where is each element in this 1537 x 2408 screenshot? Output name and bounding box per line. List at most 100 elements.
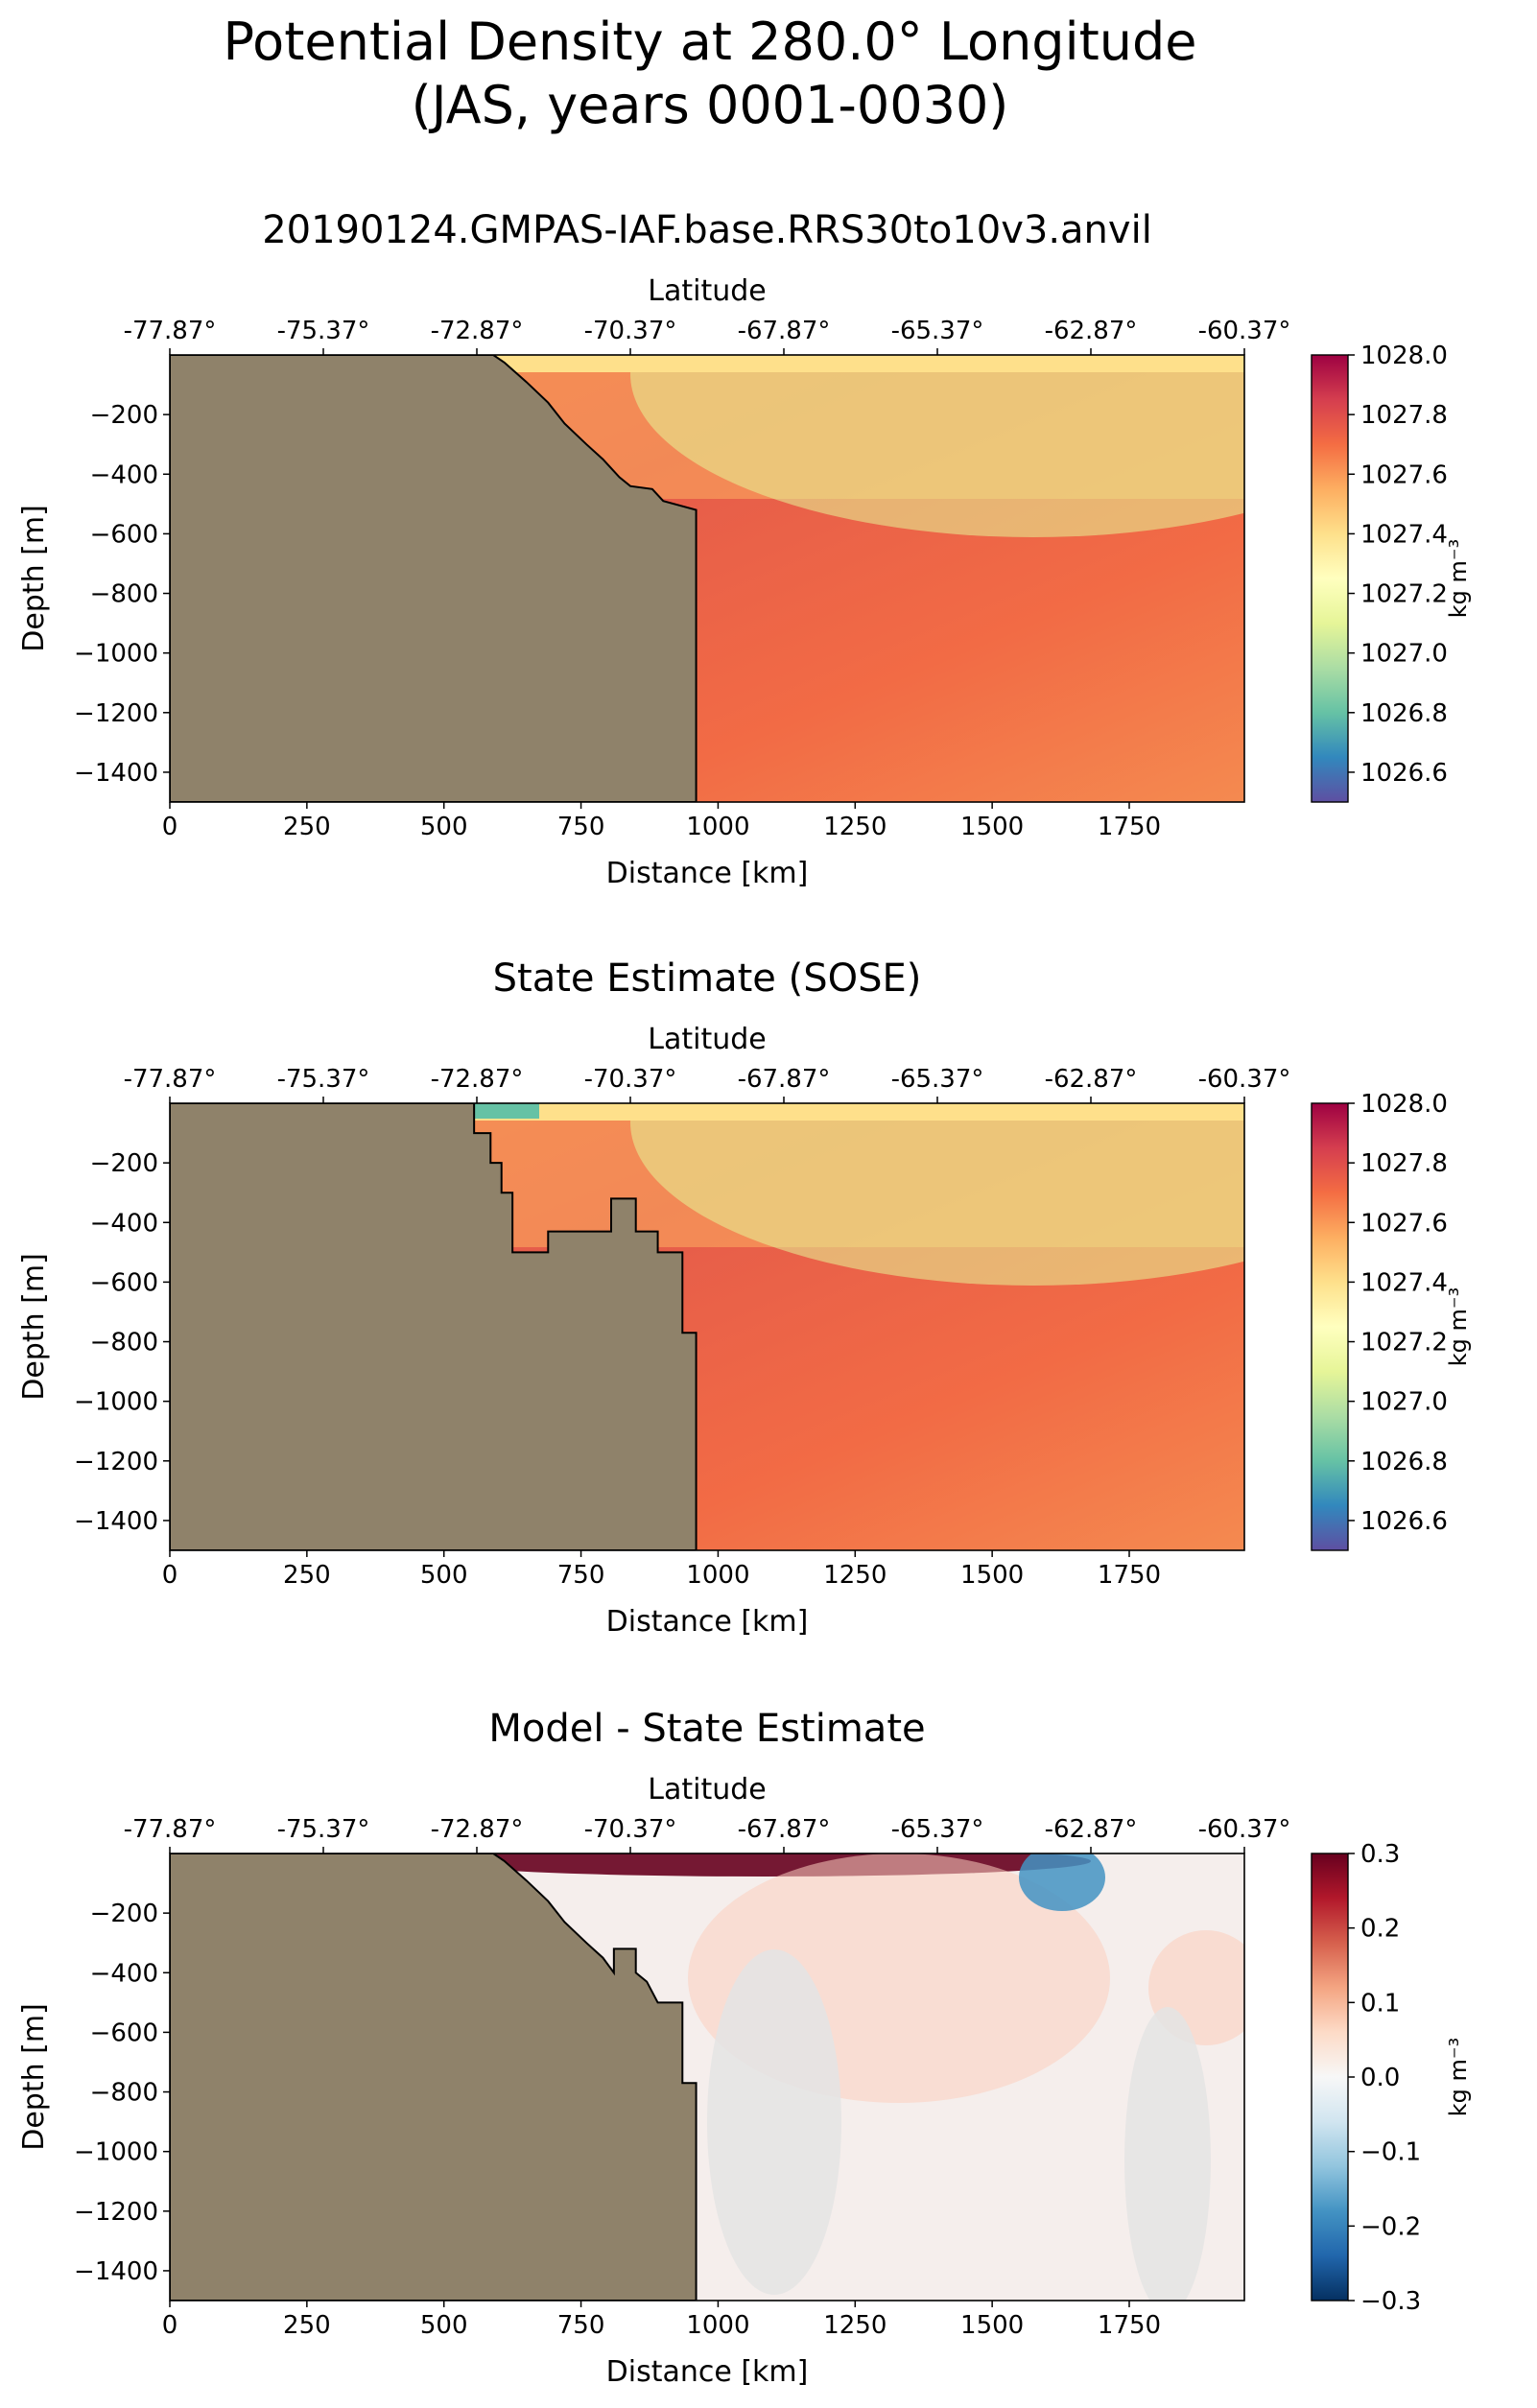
land-mask xyxy=(170,355,698,802)
colorbar-tick-label: 0.2 xyxy=(1360,1915,1400,1944)
density-fresh-surface xyxy=(472,1103,539,1119)
colorbar-tick-label: 1027.4 xyxy=(1360,520,1448,549)
y-tick-label: −1200 xyxy=(74,699,158,728)
y-tick-label: −400 xyxy=(90,1209,158,1238)
top-tick-label: -62.87° xyxy=(1045,317,1138,345)
y-tick-label: −1200 xyxy=(74,1448,158,1476)
colorbar-tick-label: 1027.8 xyxy=(1360,1149,1448,1178)
x-tick-label: 750 xyxy=(557,1561,605,1590)
colorbar-tick-label: 1027.2 xyxy=(1360,580,1448,609)
y-tick-label: −200 xyxy=(90,1149,158,1178)
y-tick-label: −600 xyxy=(90,2018,158,2047)
top-tick-label: -67.87° xyxy=(738,1065,831,1094)
diff-neutral-column-1 xyxy=(707,1949,841,2295)
y-tick-label: −1000 xyxy=(74,1388,158,1417)
colorbar-tick-label: −0.2 xyxy=(1360,2212,1421,2241)
y-axis-label: Depth [m] xyxy=(17,1253,51,1401)
x-tick-label: 1750 xyxy=(1098,2311,1161,2340)
colorbar-tick-label: 1027.0 xyxy=(1360,640,1448,669)
colorbar xyxy=(1311,1102,1349,1551)
y-tick-label: −600 xyxy=(90,1268,158,1297)
colorbar-label: kg m⁻³ xyxy=(1445,2038,1472,2116)
colorbar-tick-label: −0.1 xyxy=(1360,2138,1421,2167)
data-field xyxy=(170,1853,1244,2301)
x-tick-label: 500 xyxy=(420,1561,468,1590)
top-axis-label: Latitude xyxy=(648,1023,766,1056)
density-light-region xyxy=(630,355,1244,537)
diff-neutral-column-2 xyxy=(1124,2007,1211,2301)
x-tick-label: 250 xyxy=(283,813,331,841)
plot-frame xyxy=(169,1102,1245,1551)
y-axis-label: Depth [m] xyxy=(17,2003,51,2151)
x-tick-label: 1500 xyxy=(960,1561,1024,1590)
x-tick-label: 500 xyxy=(420,2311,468,2340)
x-tick-label: 0 xyxy=(162,813,178,841)
top-tick-label: -62.87° xyxy=(1045,1815,1138,1844)
y-tick-label: −1000 xyxy=(74,2138,158,2167)
panel-title: State Estimate (SOSE) xyxy=(493,956,922,1001)
y-tick-label: −1200 xyxy=(74,2198,158,2227)
colorbar xyxy=(1311,354,1349,803)
panel-3: Model - State Estimate Latitude 0 250 500 750… xyxy=(17,1707,1472,2389)
y-tick-label: −1000 xyxy=(74,640,158,669)
y-tick-label: −800 xyxy=(90,1329,158,1357)
colorbar-tick-label: 1026.6 xyxy=(1360,759,1448,788)
top-tick-label: -70.37° xyxy=(584,317,677,345)
data-field xyxy=(170,1103,1244,1550)
plot-frame xyxy=(169,1853,1245,2302)
top-tick-label: -65.37° xyxy=(891,1065,984,1094)
colorbar-tick-label: −0.3 xyxy=(1360,2287,1421,2316)
top-tick-label: -75.37° xyxy=(277,1815,370,1844)
x-tick-label: 1250 xyxy=(823,1561,887,1590)
colorbar-tick-label: 0.1 xyxy=(1360,1989,1400,2018)
x-tick-label: 1750 xyxy=(1098,813,1161,841)
x-tick-label: 250 xyxy=(283,1561,331,1590)
plot-frame xyxy=(169,354,1245,803)
y-tick-label: −800 xyxy=(90,580,158,609)
panel-title: Model - State Estimate xyxy=(488,1707,925,1751)
colorbar-tick-label: 1028.0 xyxy=(1360,1090,1448,1119)
panel-1: 20190124.GMPAS-IAF.base.RRS30to10v3.anvi… xyxy=(17,208,1472,890)
colorbar-tick-label: 1027.4 xyxy=(1360,1268,1448,1297)
y-tick-label: −200 xyxy=(90,1900,158,1928)
top-tick-label: -67.87° xyxy=(738,1815,831,1844)
top-tick-label: -75.37° xyxy=(277,317,370,345)
top-tick-label: -77.87° xyxy=(124,1815,217,1844)
top-tick-label: -77.87° xyxy=(124,317,217,345)
y-tick-label: −800 xyxy=(90,2079,158,2108)
colorbar-label: kg m⁻³ xyxy=(1445,1287,1472,1366)
colorbar-tick-label: 1027.0 xyxy=(1360,1388,1448,1417)
y-tick-label: −400 xyxy=(90,460,158,489)
y-tick-label: −200 xyxy=(90,401,158,430)
colorbar-tick-label: 0.3 xyxy=(1360,1840,1400,1869)
y-tick-label: −400 xyxy=(90,1959,158,1988)
diff-negative-surface xyxy=(1019,1853,1105,1911)
top-tick-label: -70.37° xyxy=(584,1065,677,1094)
data-field xyxy=(170,355,1244,802)
top-tick-label: -60.37° xyxy=(1198,1815,1291,1844)
colorbar-tick-label: 1027.8 xyxy=(1360,401,1448,430)
x-tick-label: 0 xyxy=(162,2311,178,2340)
y-tick-label: −1400 xyxy=(74,1507,158,1536)
x-tick-label: 750 xyxy=(557,2311,605,2340)
top-tick-label: -60.37° xyxy=(1198,1065,1291,1094)
density-light-region xyxy=(630,1103,1244,1286)
x-axis-label: Distance [km] xyxy=(606,857,809,890)
top-tick-label: -72.87° xyxy=(431,317,524,345)
colorbar-tick-label: 1026.8 xyxy=(1360,1448,1448,1476)
x-tick-label: 750 xyxy=(557,813,605,841)
top-axis-label: Latitude xyxy=(648,1773,766,1806)
panel-2: State Estimate (SOSE) Latitude 0 250 500 750 1… xyxy=(17,956,1472,1639)
x-tick-label: 500 xyxy=(420,813,468,841)
y-tick-label: −600 xyxy=(90,520,158,549)
colorbar-tick-label: 1026.6 xyxy=(1360,1507,1448,1536)
top-tick-label: -65.37° xyxy=(891,317,984,345)
x-tick-label: 1250 xyxy=(823,2311,887,2340)
top-axis-label: Latitude xyxy=(648,274,766,308)
colorbar-tick-label: 1027.6 xyxy=(1360,460,1448,489)
colorbar-label: kg m⁻³ xyxy=(1445,539,1472,618)
y-tick-label: −1400 xyxy=(74,759,158,788)
top-tick-label: -67.87° xyxy=(738,317,831,345)
land-mask xyxy=(170,1103,698,1550)
